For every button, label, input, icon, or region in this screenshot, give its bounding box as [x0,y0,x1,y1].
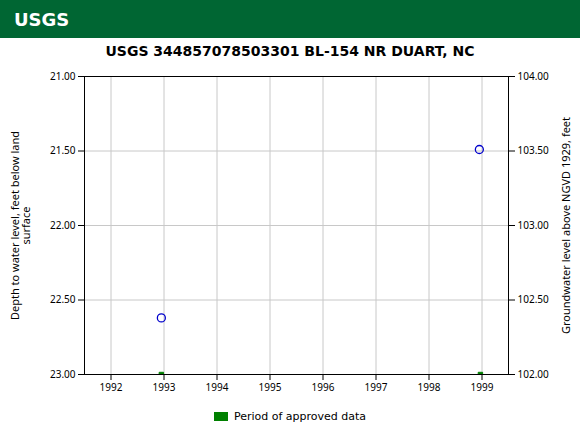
svg-text:102.50: 102.50 [518,292,550,306]
svg-text:1994: 1994 [206,380,229,394]
svg-text:Groundwater level above NGVD 1: Groundwater level above NGVD 1929, feet [558,117,573,334]
svg-text:1998: 1998 [418,380,441,394]
svg-text:1992: 1992 [100,380,123,394]
svg-text:103.00: 103.00 [518,218,550,232]
svg-text:Depth to water level, feet bel: Depth to water level, feet below landsur… [7,131,33,320]
svg-text:22.00: 22.00 [50,218,76,232]
svg-text:1997: 1997 [365,380,388,394]
svg-text:1996: 1996 [312,380,335,394]
svg-text:21.50: 21.50 [50,143,76,157]
html-text:Period of approved data: Period of approved data [233,409,367,423]
svg-text:102.00: 102.00 [518,367,550,381]
svg-text:104.00: 104.00 [518,69,550,83]
html-text:USGS 344857078503301 BL-154 NR: USGS 344857078503301 BL-154 NR DUART, NC [105,43,475,59]
svg-text:22.50: 22.50 [50,292,76,306]
svg-text:103.50: 103.50 [518,143,550,157]
svg-text:23.00: 23.00 [50,367,76,381]
html-text:USGS: USGS [14,8,70,30]
svg-text:21.00: 21.00 [50,69,76,83]
svg-text:1999: 1999 [471,380,494,394]
svg-text:1993: 1993 [153,380,176,394]
svg-text:1995: 1995 [259,380,282,394]
